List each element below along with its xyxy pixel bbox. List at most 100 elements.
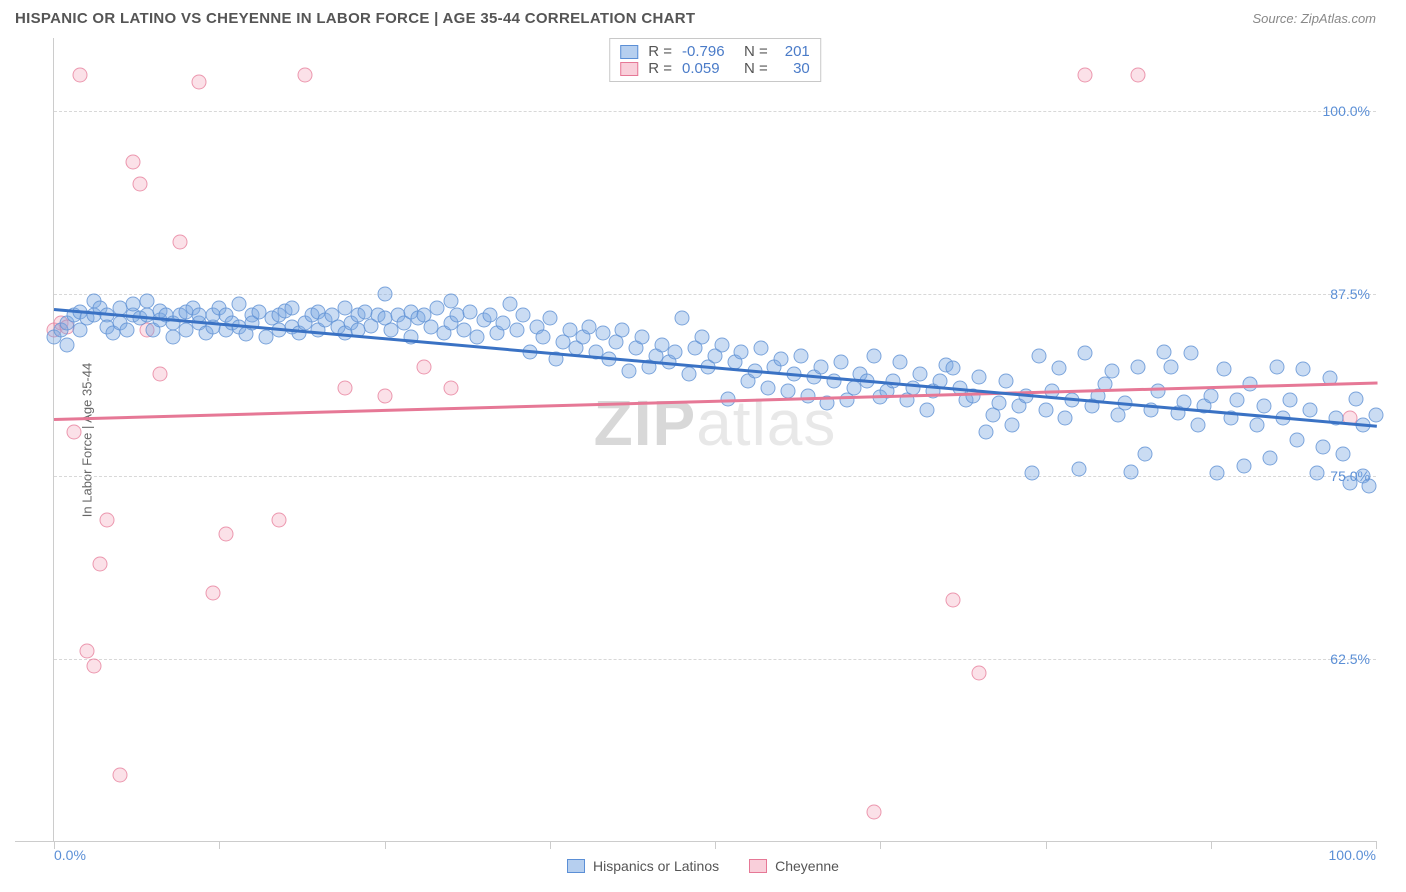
point-hispanic [1335, 447, 1350, 462]
point-hispanic [1369, 407, 1384, 422]
r-label: R = [648, 43, 672, 60]
point-hispanic [284, 301, 299, 316]
point-hispanic [1038, 403, 1053, 418]
legend-swatch [749, 859, 767, 873]
point-hispanic [1078, 346, 1093, 361]
n-value: 201 [778, 43, 810, 60]
point-hispanic [622, 363, 637, 378]
chart-title: HISPANIC OR LATINO VS CHEYENNE IN LABOR … [15, 10, 695, 27]
point-hispanic [542, 311, 557, 326]
point-hispanic [912, 366, 927, 381]
point-hispanic [1362, 479, 1377, 494]
y-tick-label: 100.0% [1323, 103, 1370, 119]
point-hispanic [509, 323, 524, 338]
point-cheyenne [218, 527, 233, 542]
point-cheyenne [1131, 67, 1146, 82]
point-hispanic [377, 286, 392, 301]
point-cheyenne [417, 359, 432, 374]
point-cheyenne [337, 381, 352, 396]
point-hispanic [1263, 451, 1278, 466]
point-cheyenne [205, 585, 220, 600]
x-tick-mark [219, 841, 220, 849]
point-hispanic [1183, 346, 1198, 361]
point-hispanic [813, 359, 828, 374]
point-hispanic [1051, 360, 1066, 375]
point-hispanic [1230, 393, 1245, 408]
point-cheyenne [192, 74, 207, 89]
point-cheyenne [66, 425, 81, 440]
legend-swatch [620, 62, 638, 76]
point-hispanic [1157, 344, 1172, 359]
plot-region: ZIPatlas R =-0.796N =201R =0.059N =30 62… [53, 38, 1376, 841]
x-tick-mark [1376, 841, 1377, 849]
point-hispanic [714, 337, 729, 352]
point-cheyenne [945, 593, 960, 608]
point-hispanic [1104, 363, 1119, 378]
point-hispanic [1150, 384, 1165, 399]
point-hispanic [998, 374, 1013, 389]
x-tick-mark [1211, 841, 1212, 849]
point-cheyenne [152, 366, 167, 381]
point-hispanic [1005, 417, 1020, 432]
point-hispanic [674, 311, 689, 326]
point-cheyenne [443, 381, 458, 396]
point-hispanic [119, 323, 134, 338]
point-hispanic [536, 330, 551, 345]
point-cheyenne [172, 235, 187, 250]
point-hispanic [516, 308, 531, 323]
point-hispanic [470, 330, 485, 345]
point-hispanic [1131, 359, 1146, 374]
trendline-hispanic [54, 308, 1377, 427]
n-label: N = [744, 60, 768, 77]
point-hispanic [972, 369, 987, 384]
series-legend: Hispanics or Latinos Cheyenne [0, 858, 1406, 874]
point-hispanic [893, 355, 908, 370]
point-cheyenne [271, 512, 286, 527]
point-hispanic [1296, 362, 1311, 377]
point-hispanic [1071, 461, 1086, 476]
point-hispanic [760, 381, 775, 396]
correlation-legend: R =-0.796N =201R =0.059N =30 [609, 38, 821, 82]
point-hispanic [1302, 403, 1317, 418]
point-hispanic [866, 349, 881, 364]
gridline-h [54, 659, 1376, 660]
x-tick-mark [385, 841, 386, 849]
point-hispanic [992, 396, 1007, 411]
point-hispanic [793, 349, 808, 364]
legend-swatch [620, 45, 638, 59]
point-hispanic [1210, 466, 1225, 481]
point-hispanic [919, 403, 934, 418]
legend-item: Hispanics or Latinos [567, 858, 719, 874]
point-hispanic [694, 330, 709, 345]
point-cheyenne [972, 666, 987, 681]
point-hispanic [232, 296, 247, 311]
point-hispanic [833, 355, 848, 370]
r-label: R = [648, 60, 672, 77]
legend-row: R =0.059N =30 [620, 60, 810, 77]
point-cheyenne [866, 804, 881, 819]
point-hispanic [668, 344, 683, 359]
point-hispanic [1256, 398, 1271, 413]
point-hispanic [1124, 464, 1139, 479]
point-hispanic [1190, 417, 1205, 432]
point-hispanic [503, 296, 518, 311]
chart-area: In Labor Force | Age 35-44 ZIPatlas R =-… [15, 38, 1376, 842]
legend-item: Cheyenne [749, 858, 839, 874]
point-cheyenne [99, 512, 114, 527]
point-hispanic [1058, 410, 1073, 425]
x-tick-mark [715, 841, 716, 849]
x-tick-mark [880, 841, 881, 849]
legend-row: R =-0.796N =201 [620, 43, 810, 60]
source-credit: Source: ZipAtlas.com [1252, 11, 1376, 26]
point-hispanic [800, 388, 815, 403]
point-hispanic [1289, 432, 1304, 447]
n-value: 30 [778, 60, 810, 77]
point-cheyenne [113, 768, 128, 783]
point-hispanic [1216, 362, 1231, 377]
point-cheyenne [126, 155, 141, 170]
y-tick-label: 87.5% [1330, 286, 1370, 302]
legend-label: Cheyenne [775, 858, 839, 874]
point-hispanic [1164, 359, 1179, 374]
point-cheyenne [80, 644, 95, 659]
legend-label: Hispanics or Latinos [593, 858, 719, 874]
